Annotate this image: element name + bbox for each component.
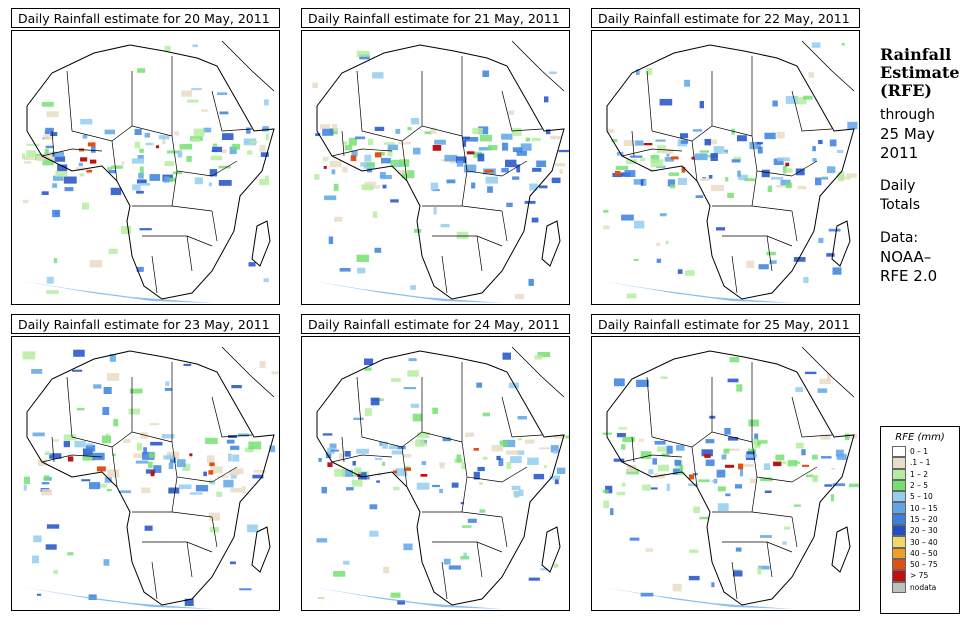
legend-item: 2 – 5 — [892, 479, 959, 492]
date-line-2: 2011 — [880, 144, 919, 162]
legend-swatch — [892, 536, 906, 548]
rainfall-map — [301, 336, 570, 611]
source-line-1: NOAA– — [880, 248, 932, 266]
map-panel-6: Daily Rainfall estimate for 25 May, 2011 — [591, 314, 860, 611]
legend-label: 15 – 20 — [910, 514, 938, 524]
legend-label: 30 – 40 — [910, 537, 938, 547]
legend-label: 20 – 30 — [910, 526, 938, 536]
legend-item: 40 – 50 — [892, 547, 959, 559]
sidebar-title-1: Rainfall — [880, 45, 952, 64]
legend-label: .1 – 1 — [910, 458, 931, 468]
legend-label: > 75 — [910, 571, 929, 581]
legend-item: nodata — [892, 581, 959, 593]
legend-item: 10 – 15 — [892, 502, 959, 514]
rainfall-map — [591, 336, 860, 611]
legend-swatch — [892, 457, 906, 469]
legend-swatch — [892, 479, 906, 492]
legend-label: 40 – 50 — [910, 548, 938, 558]
legend-item: 50 – 75 — [892, 558, 959, 571]
legend-swatch — [892, 446, 906, 458]
rainfall-map — [301, 30, 570, 305]
panel-title: Daily Rainfall estimate for 21 May, 2011 — [301, 8, 570, 28]
map-panel-3: Daily Rainfall estimate for 22 May, 2011 — [591, 8, 860, 305]
legend-swatch — [892, 468, 906, 480]
rainfall-map — [11, 336, 280, 611]
source-line-2: RFE 2.0 — [880, 267, 938, 285]
legend-item: 30 – 40 — [892, 536, 959, 548]
panel-title: Daily Rainfall estimate for 24 May, 2011 — [301, 314, 570, 334]
map-panel-4: Daily Rainfall estimate for 23 May, 2011 — [11, 314, 280, 611]
panel-title: Daily Rainfall estimate for 25 May, 2011 — [591, 314, 860, 334]
legend-swatch — [892, 513, 906, 526]
legend-label: 2 – 5 — [910, 481, 929, 491]
sidebar-title-3: (RFE) — [880, 81, 932, 100]
legend-item: 5 – 10 — [892, 491, 959, 503]
map-panel-2: Daily Rainfall estimate for 21 May, 2011 — [301, 8, 570, 305]
legend-item: 15 – 20 — [892, 513, 959, 526]
legend-title: RFE (mm) — [895, 432, 945, 443]
panel-title: Daily Rainfall estimate for 20 May, 2011 — [11, 8, 280, 28]
legend-item: 0 – 1 — [892, 446, 959, 458]
legend-swatch — [892, 525, 906, 537]
panel-title: Daily Rainfall estimate for 22 May, 2011 — [591, 8, 860, 28]
date-line-1: 25 May — [880, 125, 935, 143]
map-panel-1: Daily Rainfall estimate for 20 May, 2011 — [11, 8, 280, 305]
sidebar-title-2: Estimate — [880, 63, 960, 82]
legend-item: > 75 — [892, 570, 959, 582]
rainfall-map — [591, 30, 860, 305]
panel-title: Daily Rainfall estimate for 23 May, 2011 — [11, 314, 280, 334]
legend-label: 10 – 15 — [910, 503, 938, 513]
totals-label: Totals — [880, 197, 920, 213]
legend-label: 50 – 75 — [910, 560, 938, 570]
sidebar-info: Rainfall Estimate (RFE) through 25 May 2… — [880, 46, 965, 286]
daily-label: Daily — [880, 178, 916, 194]
legend-item: .1 – 1 — [892, 457, 959, 469]
legend-label: 5 – 10 — [910, 492, 933, 502]
legend-label: nodata — [910, 582, 937, 592]
rainfall-map — [11, 30, 280, 305]
legend-swatch — [892, 502, 906, 514]
legend-item: 1 – 2 — [892, 468, 959, 480]
legend-swatch — [892, 491, 906, 503]
legend-swatch — [892, 547, 906, 559]
legend-swatch — [892, 570, 906, 582]
legend-swatch — [892, 581, 906, 593]
legend-label: 1 – 2 — [910, 469, 929, 479]
data-label: Data: — [880, 230, 919, 246]
legend-swatch — [892, 558, 906, 571]
through-label: through — [880, 107, 936, 123]
legend-item: 20 – 30 — [892, 525, 959, 537]
legend-label: 0 – 1 — [910, 447, 929, 457]
map-panel-5: Daily Rainfall estimate for 24 May, 2011 — [301, 314, 570, 611]
